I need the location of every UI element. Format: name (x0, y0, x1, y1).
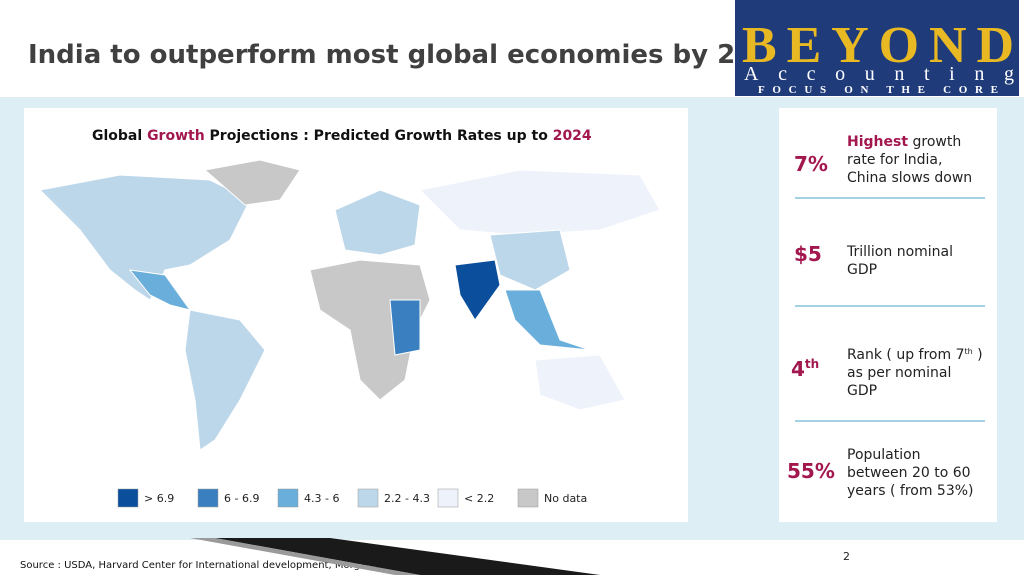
source: Source : USDA, Harvard Center for Intern… (20, 560, 413, 571)
stat-text-part: th (965, 347, 973, 356)
stat-text-part: Highest (847, 134, 908, 150)
legend-swatch (117, 488, 139, 508)
stat-text: Rank ( up from 7th ) as per nominal GDP (847, 347, 983, 399)
africa (309, 259, 431, 401)
map-title-part: Global (92, 128, 147, 144)
stat-text-part: GDP (847, 262, 877, 278)
logo-tagline: FOCUS ON THE CORE (758, 84, 998, 96)
stat-value-sup: th (805, 357, 819, 371)
stat-value: $5 (794, 242, 822, 266)
russia (418, 169, 661, 236)
stat-text-part: growth (908, 134, 961, 150)
stat-text: Highest growth rate for India, China slows… (847, 134, 972, 186)
stat-text-part: years ( from 53%) (847, 483, 974, 499)
stat-value: 4th (791, 357, 819, 381)
stat-text: Trillion nominal GDP (846, 244, 953, 278)
stat-text-part: ) (973, 347, 983, 363)
legend-swatch (197, 488, 219, 508)
stat-text-part: China slows down (847, 170, 972, 186)
greenland (203, 159, 301, 206)
stat-text-part: between 20 to 60 (847, 465, 971, 481)
east-africa (389, 299, 421, 356)
stat-value: 55% (787, 459, 835, 483)
map-title: Global Growth Projections : Predicted Gr… (92, 128, 592, 144)
europe (334, 189, 421, 256)
stat-text-part: rate for India, (847, 152, 942, 168)
stat-text-part: Trillion nominal (846, 244, 953, 260)
stat-value-part: 4 (791, 357, 805, 381)
map-title-part: Growth (147, 128, 205, 144)
china (489, 229, 571, 291)
stats-panel (779, 108, 997, 522)
footer-shape (215, 538, 600, 575)
stat-value: 7% (794, 152, 828, 176)
southeast-asia (504, 289, 591, 351)
stat-text-part: as per nominal (847, 365, 951, 381)
legend: > 6.9 6 - 6.9 4.3 - 6 2.2 - 4.3 < 2.2 No data (117, 488, 587, 508)
map-title-part: Projections : Predicted Growth Rates up … (205, 128, 553, 144)
legend-swatch (277, 488, 299, 508)
mexico (128, 269, 192, 311)
title: India to outperform most global economie… (28, 40, 790, 70)
legend-swatch (517, 488, 539, 508)
legend-swatch (437, 488, 459, 508)
south-america (184, 309, 266, 451)
map-title-part: 2024 (553, 128, 592, 144)
legend-swatch (357, 488, 379, 508)
legend-label: 6 - 6.9 (224, 492, 259, 505)
north-america (38, 174, 251, 301)
legend-label: 2.2 - 4.3 (384, 492, 430, 505)
stat-text-part: Rank ( up from 7 (847, 347, 965, 363)
footer-shape (190, 538, 420, 575)
australia (534, 354, 626, 411)
legend-label: No data (544, 492, 587, 505)
legend-label: 4.3 - 6 (304, 492, 339, 505)
stat-text-part: Population (847, 447, 921, 463)
world-map (38, 159, 661, 451)
stat-text-part: GDP (847, 383, 877, 399)
logo-bg (735, 0, 1019, 96)
title-line: India to outperform most global economie… (28, 40, 790, 70)
india (454, 259, 501, 321)
legend-label: > 6.9 (144, 492, 174, 505)
stat-text: Population between 20 to 60 years ( from 5… (847, 447, 974, 499)
page-number: 2 (843, 550, 850, 563)
legend-label: < 2.2 (464, 492, 494, 505)
